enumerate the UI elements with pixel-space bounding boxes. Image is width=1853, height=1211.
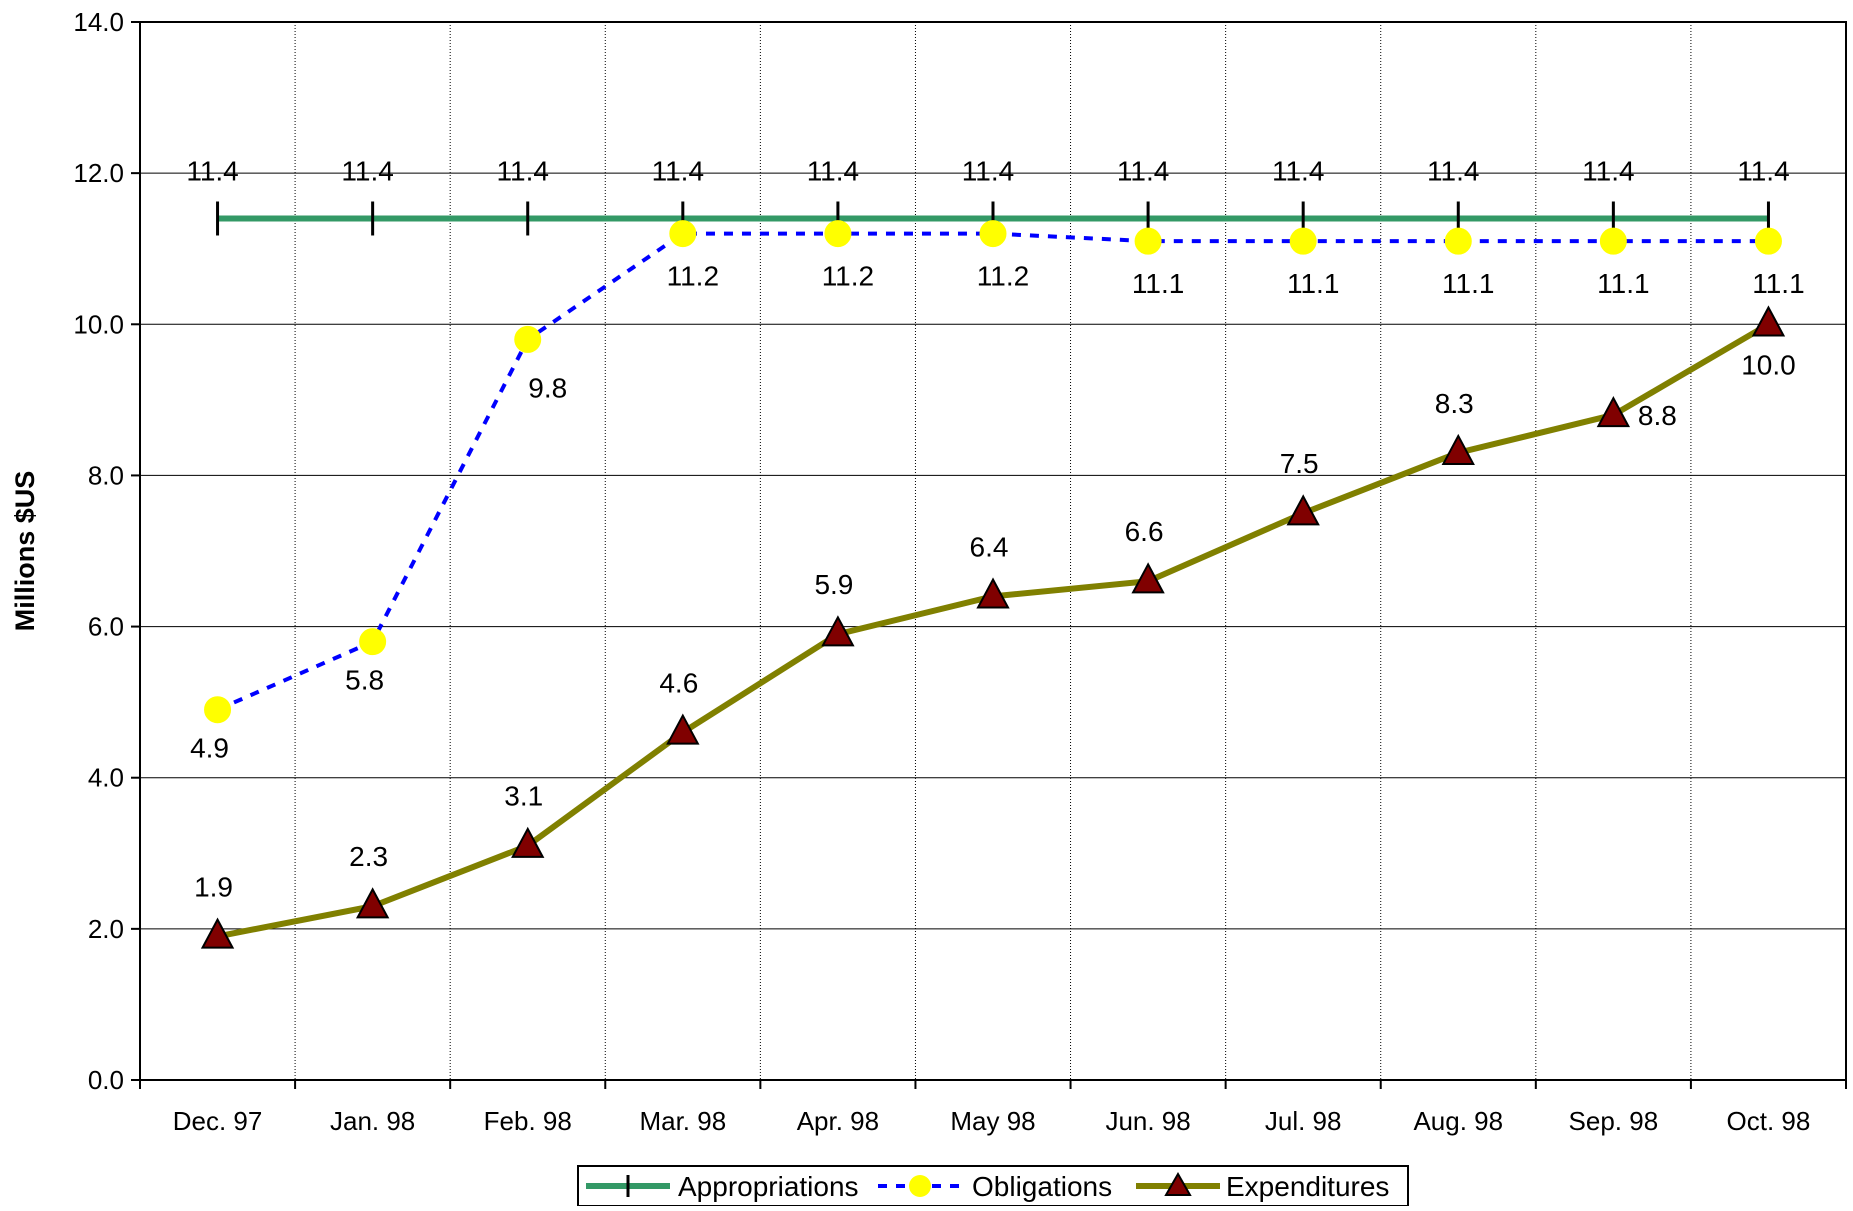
expenditures-marker [1596,396,1631,428]
obligations-data-label: 11.2 [822,261,874,292]
y-tick-label: 6.0 [88,612,124,642]
expenditures-data-label: 2.3 [349,841,388,872]
obligations-data-label: 11.2 [977,261,1029,292]
x-tick-label: Aug. 98 [1413,1106,1503,1136]
expenditures-marker [1441,433,1475,465]
y-tick-label: 10.0 [73,309,124,339]
expenditures-marker [355,887,390,919]
obligations-marker [359,628,387,656]
obligations-marker [1754,227,1782,255]
appropriations-data-label: 11.4 [652,155,704,186]
obligations-line [216,231,1769,712]
appropriations-data-label: 11.4 [186,155,238,186]
obligations-marker [514,325,542,353]
expenditures-data-label: 10.0 [1741,349,1796,380]
appropriations-data-label: 11.4 [1582,155,1634,186]
appropriations-legend-label: Appropriations [678,1171,859,1202]
expenditures-legend-label: Expenditures [1226,1171,1389,1202]
appropriations-data-label: 11.4 [497,155,549,186]
obligations-legend-label: Obligations [972,1171,1112,1202]
obligations-marker [204,696,232,724]
obligations-marker [824,220,852,248]
expenditures-data-label: 8.8 [1638,400,1677,431]
expenditures-data-label: 5.9 [814,569,853,600]
expenditures-data-label: 3.1 [504,781,543,812]
expenditures-marker [666,713,700,745]
appropriations-data-label: 11.4 [341,155,393,186]
y-tick-label: 8.0 [88,460,124,490]
axis-layer: 0.0 2.0 4.0 6.0 8.0 10.0 12.0 14.0 Dec. 97 Jan. 9… [73,7,1847,1136]
y-tick-label: 14.0 [73,7,124,37]
expenditures-data-label: 4.6 [659,667,698,698]
series-layer [200,201,1786,949]
obligations-legend-marker [909,1175,931,1197]
expenditures-data-label: 6.6 [1125,516,1164,547]
legend: Appropriations Obligations Expenditures [577,1165,1409,1207]
obligations-data-label: 9.8 [528,372,567,403]
expenditures-marker [200,917,235,949]
obligations-data-label: 11.2 [667,261,719,292]
y-tick-label: 4.0 [88,763,124,793]
appropriations-data-label: 11.4 [1272,155,1324,186]
expenditures-data-label: 6.4 [970,531,1009,562]
obligations-marker [1134,227,1162,255]
obligations-data-label: 5.8 [345,665,384,696]
expenditures-legend-marker [1164,1171,1192,1196]
x-tick-label: Jun. 98 [1105,1106,1190,1136]
obligations-marker [1289,227,1317,255]
obligations-marker [1599,227,1627,255]
x-tick-label: Oct. 98 [1727,1106,1811,1136]
expenditures-marker [821,615,855,647]
obligations-data-label: 11.1 [1442,268,1494,299]
y-axis-title: Millions $US [10,471,40,632]
expenditures-marker [1131,562,1165,594]
appropriations-data-label: 11.4 [962,155,1014,186]
appropriations-data-label: 11.4 [1737,155,1789,186]
x-tick-label: Mar. 98 [639,1106,726,1136]
expenditures-data-label: 1.9 [194,871,233,902]
obligations-data-label: 4.9 [190,733,229,764]
x-tick-label: May 98 [950,1106,1035,1136]
obligations-marker [669,220,697,248]
expenditures-marker [976,577,1010,609]
obligations-data-label: 11.1 [1287,268,1339,299]
appropriations-data-label: 11.4 [807,155,859,186]
x-tick-label: Feb. 98 [484,1106,572,1136]
y-tick-label: 0.0 [88,1065,124,1095]
x-tick-label: Sep. 98 [1569,1106,1659,1136]
expenditures-marker [1751,305,1786,337]
plot-area-border [139,21,1847,1081]
appropriations-data-label: 11.4 [1117,155,1169,186]
data-label-layer: 11.4 11.4 11.4 11.4 11.4 11.4 11.4 11.4 11.4 11.4… [186,155,1804,902]
appropriations-data-label: 11.4 [1427,155,1479,186]
expenditures-marker [511,826,545,858]
legend-box [577,1165,1409,1207]
obligations-data-label: 11.1 [1132,268,1184,299]
y-tick-label: 2.0 [88,914,124,944]
x-tick-label: Jan. 98 [330,1106,415,1136]
obligations-data-label: 11.1 [1597,268,1649,299]
x-tick-label: Jul. 98 [1265,1106,1342,1136]
obligations-marker [979,220,1007,248]
expenditures-data-label: 8.3 [1435,388,1474,419]
obligations-data-label: 11.1 [1752,268,1804,299]
x-tick-label: Dec. 97 [173,1106,263,1136]
obligations-marker [1444,227,1472,255]
expenditures-marker [1286,494,1320,526]
y-tick-label: 12.0 [73,158,124,188]
expenditures-data-label: 7.5 [1280,448,1319,479]
x-tick-label: Apr. 98 [797,1106,879,1136]
grid-layer [140,21,1846,1080]
